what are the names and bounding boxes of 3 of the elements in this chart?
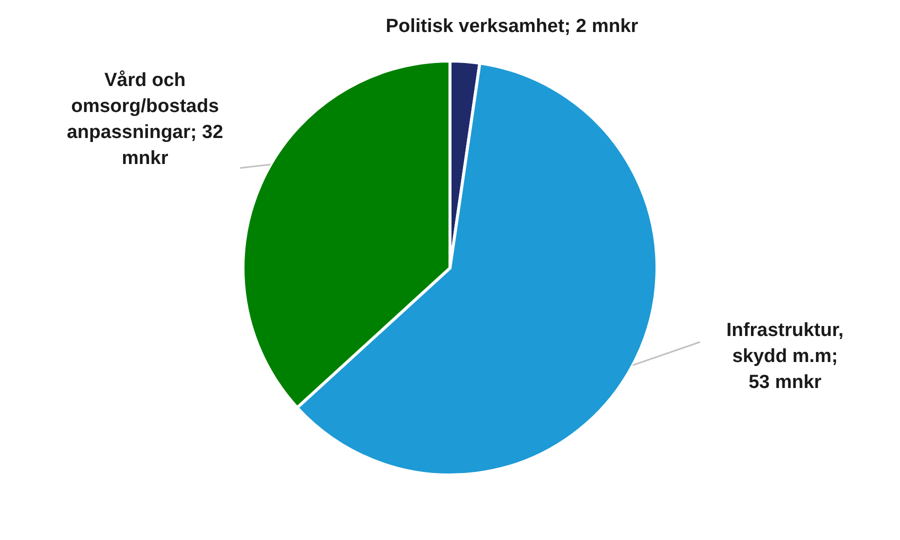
slice-label: Politisk verksamhet; 2 mnkr <box>386 16 639 37</box>
slice-label: Vård och omsorg/bostads anpassningar; 32 mnkr <box>66 70 224 169</box>
slice-label: Infrastruktur, skydd m.m; 53 mnkr <box>726 320 844 393</box>
